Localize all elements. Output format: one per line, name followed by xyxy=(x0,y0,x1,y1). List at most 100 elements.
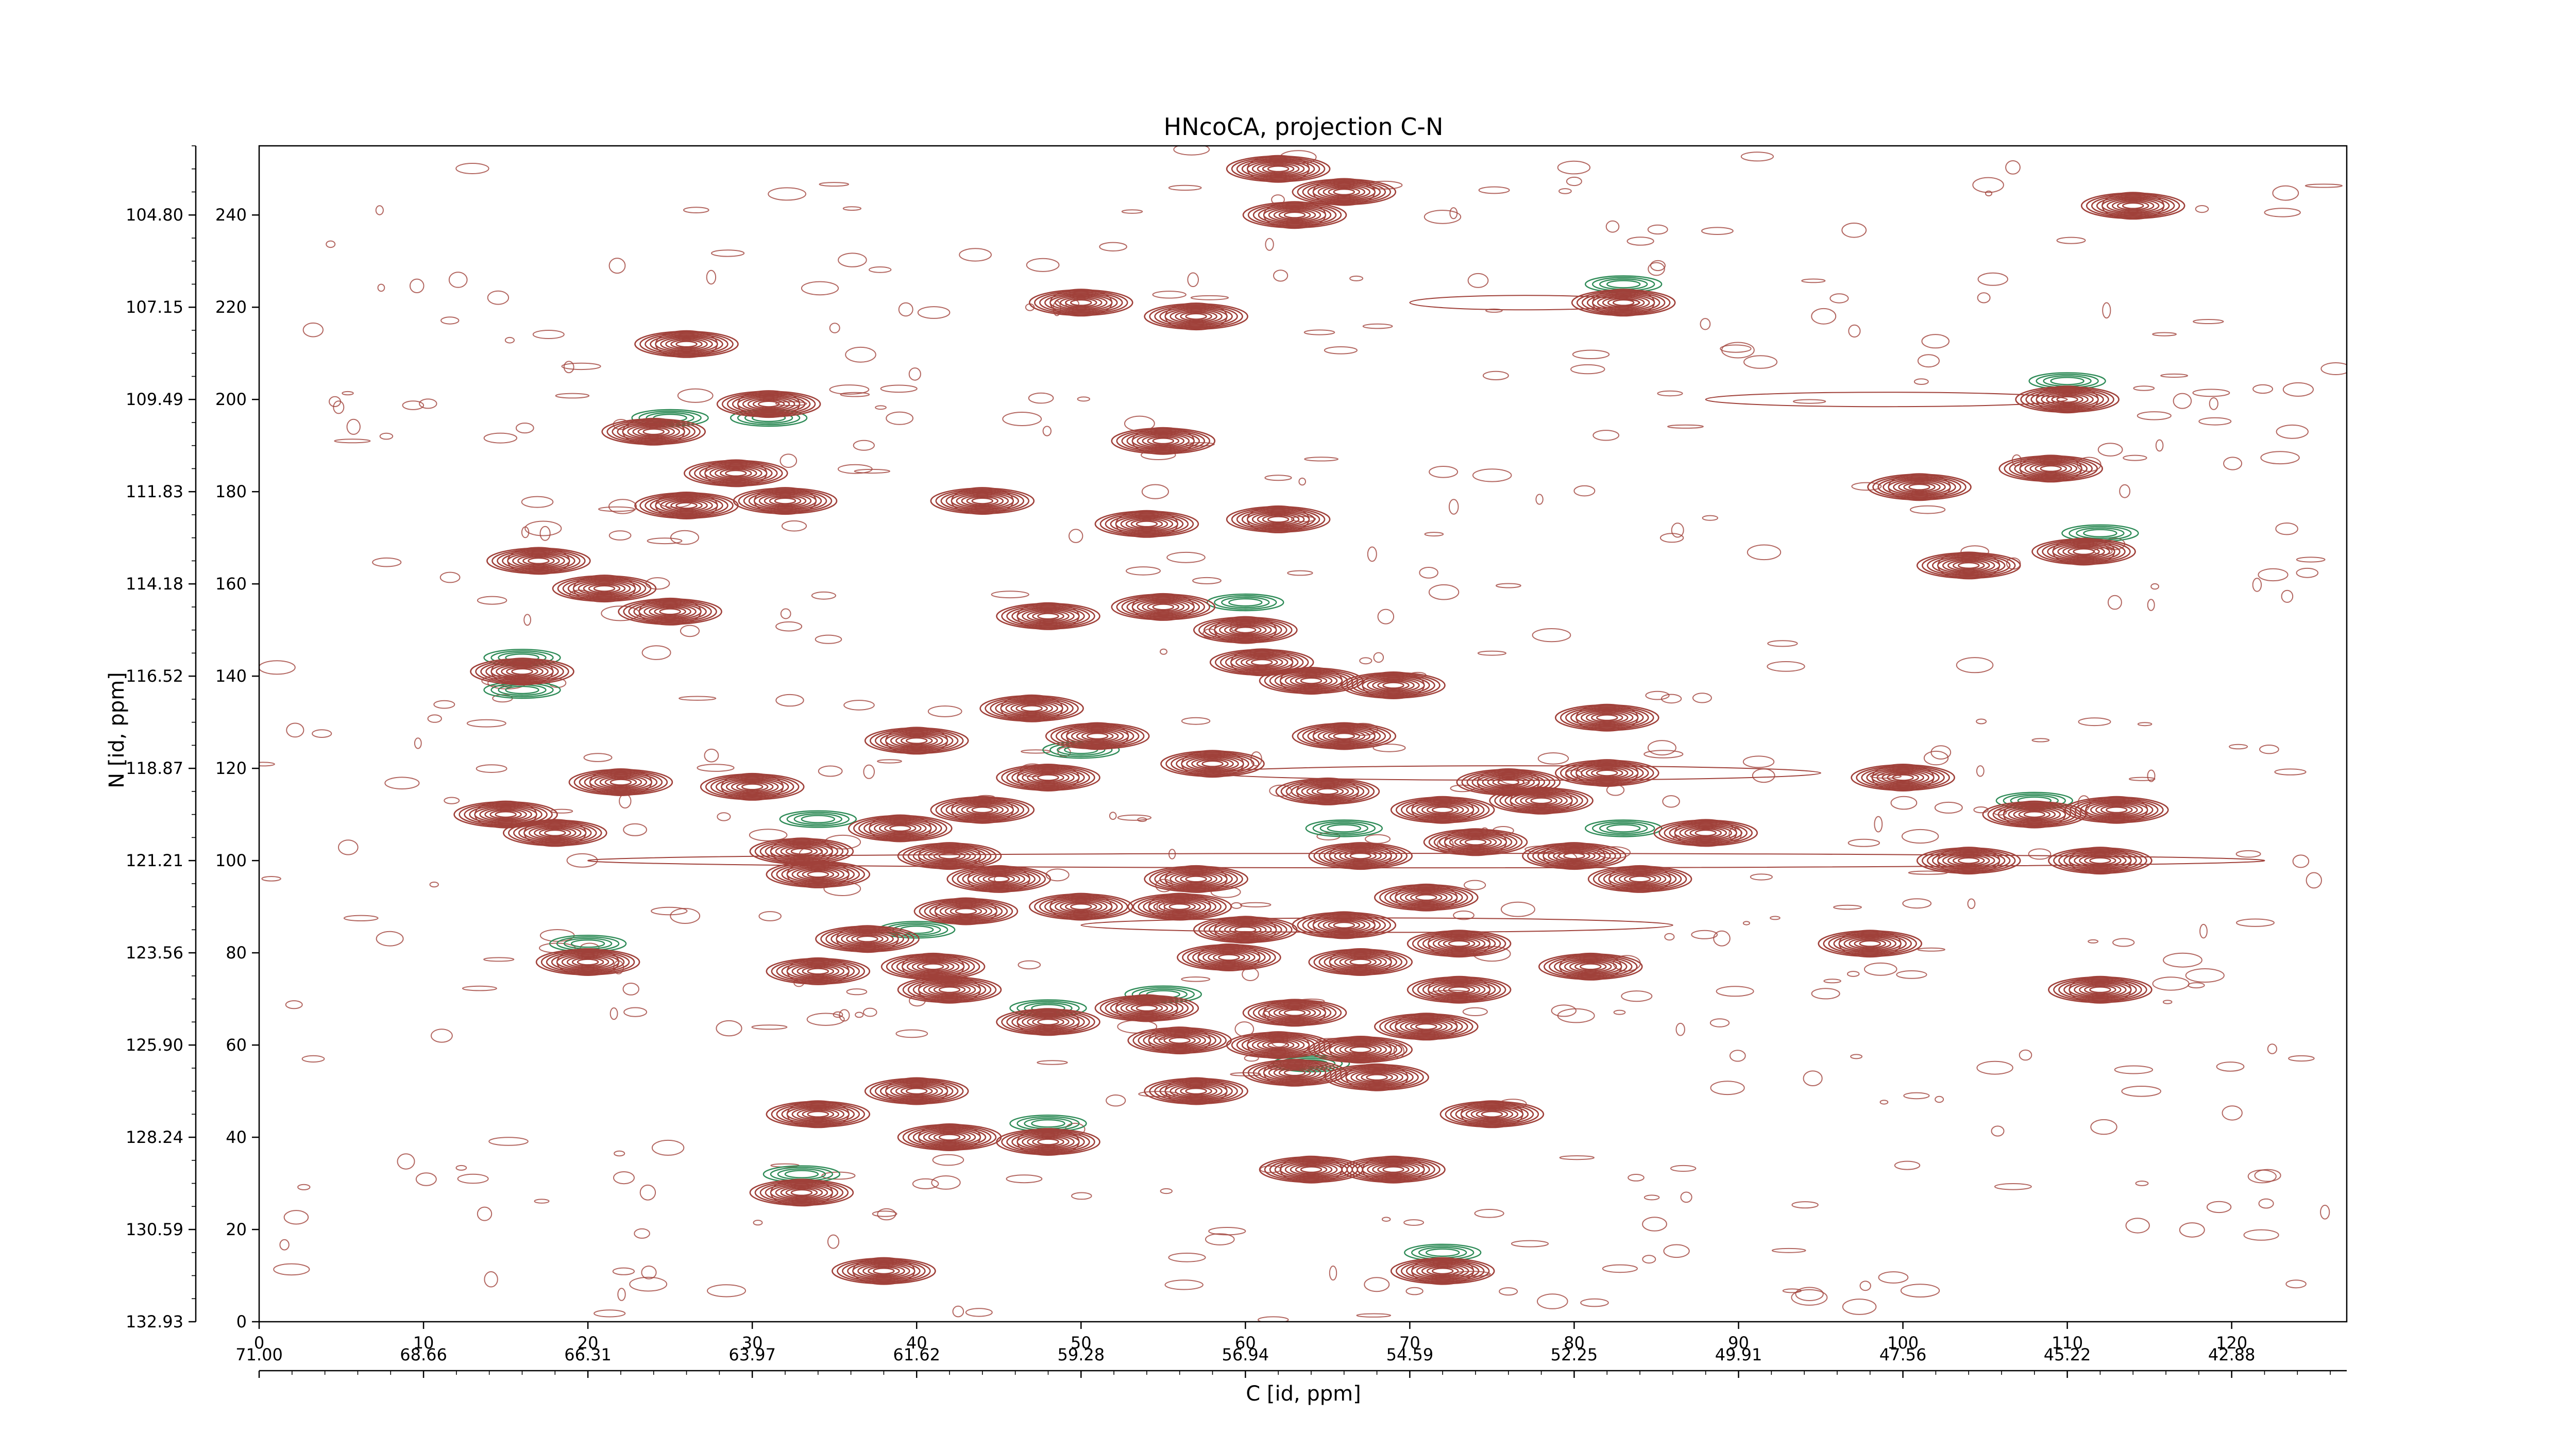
noise-contour xyxy=(1026,258,1060,272)
peak xyxy=(1177,943,1281,971)
peak xyxy=(634,330,739,358)
peak xyxy=(2031,537,2136,566)
peak xyxy=(1998,454,2103,483)
noise-contour xyxy=(1478,186,1510,194)
noise-contour xyxy=(377,283,385,292)
peak xyxy=(1127,1026,1232,1055)
noise-contour xyxy=(768,187,806,201)
noise-contour xyxy=(751,1024,788,1030)
noise-contour xyxy=(1192,577,1222,584)
y-ppm-tick-label: 128.24 xyxy=(126,1127,183,1147)
noise-contour xyxy=(1109,812,1117,820)
noise-contour xyxy=(1403,1219,1425,1226)
noise-contour xyxy=(273,1263,310,1276)
noise-contour xyxy=(1643,1194,1660,1201)
y-tick-label: 80 xyxy=(226,943,247,963)
noise-contour xyxy=(912,1178,939,1189)
peak xyxy=(1226,155,1331,183)
noise-contour xyxy=(706,269,717,285)
noise-contour xyxy=(1181,976,1211,982)
peak xyxy=(996,1008,1100,1036)
noise-contour xyxy=(1791,1201,1819,1209)
noise-contour xyxy=(329,396,341,408)
noise-contour xyxy=(2005,160,2021,175)
x-tick-label: 70 xyxy=(1399,1333,1420,1353)
noise-contour xyxy=(840,392,870,397)
negative-peak-contour xyxy=(1425,1248,1460,1257)
noise-contour xyxy=(1168,1253,1206,1262)
noise-contour xyxy=(439,571,461,583)
noise-contour xyxy=(2206,1201,2232,1214)
noise-contour xyxy=(1474,1209,1504,1218)
noise-contour xyxy=(1842,1299,1877,1315)
noise-contour xyxy=(2195,205,2209,213)
noise-contour xyxy=(414,737,422,749)
noise-contour xyxy=(2260,451,2300,465)
noise-contour xyxy=(583,753,613,762)
noise-contour xyxy=(1671,523,1684,538)
peak xyxy=(1242,999,1347,1027)
noise-contour xyxy=(2216,1062,2245,1072)
noise-contour xyxy=(1126,566,1161,576)
noise-contour xyxy=(1117,814,1152,821)
x-tick-label: 10 xyxy=(413,1333,434,1353)
noise-contour xyxy=(1500,901,1535,917)
x-ppm-tick-label: 54.59 xyxy=(1386,1345,1434,1364)
noise-contour xyxy=(1972,177,2004,193)
noise-contour xyxy=(629,1276,668,1292)
noise-contour xyxy=(895,1029,928,1038)
noise-contour xyxy=(679,696,717,701)
contour-layer xyxy=(259,146,2347,1322)
peak xyxy=(1308,842,1413,870)
peak xyxy=(1144,302,1248,331)
noise-contour xyxy=(1329,1266,1337,1280)
noise-contour xyxy=(297,1184,311,1190)
noise-contour xyxy=(614,1150,625,1157)
noise-contour xyxy=(1709,1018,1730,1027)
negative-peak-contour xyxy=(2083,529,2117,537)
noise-contour xyxy=(1863,962,1897,976)
noise-contour xyxy=(1701,227,1734,235)
noise-contour xyxy=(2306,872,2322,889)
noise-contour xyxy=(261,876,281,882)
noise-contour xyxy=(2192,389,2230,397)
noise-contour xyxy=(819,182,850,187)
noise-contour xyxy=(2152,332,2177,336)
noise-contour xyxy=(1190,295,1229,300)
noise-contour xyxy=(1364,1277,1390,1292)
noise-contour xyxy=(1650,260,1666,272)
noise-contour xyxy=(2019,1049,2032,1061)
noise-contour xyxy=(1535,494,1544,505)
noise-contour xyxy=(440,316,460,325)
noise-contour xyxy=(1018,960,1041,970)
noise-contour xyxy=(670,530,699,545)
noise-contour xyxy=(483,957,515,962)
noise-contour xyxy=(1565,769,1583,780)
noise-contour xyxy=(448,272,468,288)
peak xyxy=(1144,1077,1248,1105)
noise-contour xyxy=(2147,599,2155,611)
noise-contour xyxy=(1792,399,1826,404)
noise-contour xyxy=(1449,207,1458,220)
peak xyxy=(1111,427,1216,455)
peak xyxy=(453,800,558,829)
noise-contour xyxy=(908,367,921,381)
peak xyxy=(1242,1058,1347,1087)
noise-contour xyxy=(932,1154,964,1166)
noise-contour xyxy=(1801,278,1826,283)
noise-contour xyxy=(711,249,745,257)
noise-contour xyxy=(1037,1060,1068,1065)
noise-contour xyxy=(477,1206,493,1221)
noise-contour xyxy=(594,1309,626,1318)
noise-contour xyxy=(617,1288,626,1301)
noise-contour xyxy=(419,398,437,409)
noise-contour xyxy=(1482,370,1509,381)
noise-contour xyxy=(1782,1288,1802,1293)
peak xyxy=(1144,865,1248,893)
noise-contour xyxy=(1742,755,1775,768)
peak xyxy=(1341,1155,1446,1184)
noise-contour xyxy=(1967,898,1976,909)
noise-contour xyxy=(372,557,402,567)
noise-contour xyxy=(1700,318,1711,330)
noise-contour xyxy=(1716,986,1754,997)
